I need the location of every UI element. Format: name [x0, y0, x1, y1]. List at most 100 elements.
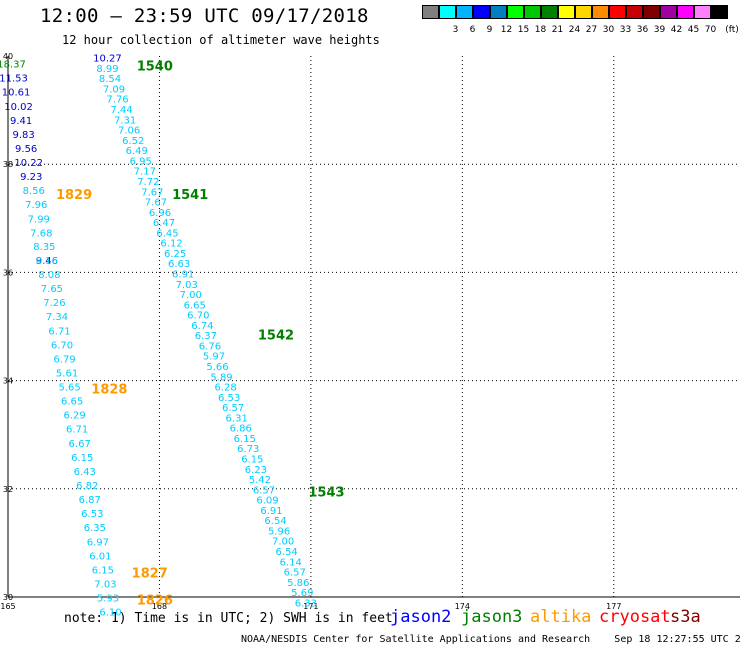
wave-height-label: 6.95 [130, 156, 152, 167]
wave-height-label: 6.53 [218, 393, 240, 404]
pass-number-label: 1542 [258, 329, 294, 344]
wave-height-label: 6.65 [61, 397, 83, 408]
mission-s3a: s3a [670, 607, 701, 627]
wave-height-label: 6.73 [237, 444, 259, 455]
wave-height-label: 8.35 [33, 242, 55, 253]
wave-height-label: 6.86 [230, 424, 252, 435]
scale-swatch [524, 5, 541, 19]
wave-height-label: 6.53 [81, 509, 103, 520]
pass-number-label: 1828 [91, 383, 127, 398]
wave-height-label: 6.57 [222, 403, 244, 414]
chart-subtitle: 12 hour collection of altimeter wave hei… [62, 33, 380, 47]
wave-height-label: 10.27 [93, 54, 122, 65]
y-tick-label: 36 [3, 268, 13, 277]
y-tick-label: 32 [3, 485, 13, 494]
x-tick-label: 165 [0, 602, 15, 611]
wave-height-label: 6.96 [149, 208, 171, 219]
scale-swatch [422, 5, 439, 19]
wave-height-label: 9.46 [36, 256, 58, 267]
wave-height-label: 6.67 [69, 439, 91, 450]
scale-label: 36 [636, 25, 649, 35]
wave-height-label: 9.23 [20, 172, 42, 183]
scale-label: 39 [653, 25, 666, 35]
scale-swatch [626, 5, 643, 19]
wave-height-label: 7.99 [28, 214, 50, 225]
wave-height-label: 7.09 [103, 84, 125, 95]
wave-height-label: 6.79 [53, 354, 75, 365]
wave-height-label: 7.76 [106, 95, 128, 106]
wave-height-label: 6.76 [199, 341, 221, 352]
wave-height-label: 6.54 [276, 547, 298, 558]
wave-height-label: 10.61 [2, 88, 31, 99]
wave-height-label: 6.57 [284, 568, 306, 579]
wave-height-label: 5.96 [268, 526, 290, 537]
scale-label: 33 [619, 25, 632, 35]
scale-swatch [711, 5, 728, 19]
wave-height-label: 9.41 [10, 116, 32, 127]
scale-swatch [439, 5, 456, 19]
scale-swatch [490, 5, 507, 19]
wave-height-label: 6.70 [187, 311, 209, 322]
scale-label: 12 [500, 25, 513, 35]
scale-swatch [575, 5, 592, 19]
wave-height-label: 5.93 [97, 594, 119, 605]
y-tick-label: 34 [3, 377, 13, 386]
wave-height-label: 6.70 [51, 340, 73, 351]
scale-swatch [456, 5, 473, 19]
wave-height-label: 6.45 [156, 228, 178, 239]
y-tick-label: 30 [3, 593, 13, 602]
wave-height-label: 6.97 [87, 537, 109, 548]
y-tick-label: 38 [3, 160, 13, 169]
timestamp-text: Sep 18 12:27:55 UTC 2018 [614, 634, 740, 645]
x-tick-label: 171 [303, 602, 318, 611]
wave-height-label: 6.37 [195, 331, 217, 342]
scale-label: 6 [469, 25, 476, 35]
wave-height-label: 7.96 [25, 200, 47, 211]
credit-text: NOAA/NESDIS Center for Satellite Applica… [241, 634, 591, 645]
y-tick-label: 40 [3, 52, 13, 61]
wave-height-label: 5.69 [291, 588, 313, 599]
wave-height-label: 7.44 [110, 105, 132, 116]
wave-height-label: 7.72 [137, 177, 159, 188]
wave-height-label: 7.00 [272, 537, 294, 548]
pass-number-label: 1541 [172, 188, 208, 203]
wave-height-label: 6.63 [168, 259, 190, 270]
wave-height-label: 7.34 [46, 312, 68, 323]
wave-height-label: 6.71 [66, 425, 88, 436]
wave-height-label: 9.56 [15, 144, 37, 155]
scale-label: 70 [704, 25, 717, 35]
wave-height-label: 7.67 [145, 198, 167, 209]
wave-height-label: 5.97 [203, 352, 225, 363]
chart-title: 12:00 – 23:59 UTC 09/17/2018 [40, 5, 369, 27]
scale-label: 27 [585, 25, 598, 35]
units-note: note: 1) Time is in UTC; 2) SWH is in fe… [64, 611, 393, 626]
wave-height-label: 5.66 [206, 362, 228, 373]
scale-swatch [694, 5, 711, 19]
wave-height-label: 5.65 [58, 383, 80, 394]
scale-label: 45 [687, 25, 700, 35]
wave-height-label: 6.25 [164, 249, 186, 260]
wave-height-label: 6.57 [253, 485, 275, 496]
wave-height-label: 8.16 [36, 256, 58, 267]
wave-height-label: 6.47 [153, 218, 175, 229]
x-tick-label: 177 [606, 602, 621, 611]
wave-height-label: 6.87 [79, 495, 101, 506]
wave-height-label: 6.15 [241, 455, 263, 466]
wave-height-label: 6.74 [191, 321, 213, 332]
wave-height-label: 7.17 [134, 167, 156, 178]
wave-height-label: 5.89 [210, 372, 232, 383]
wave-height-label: 6.12 [160, 239, 182, 250]
wave-height-label: 6.35 [84, 523, 106, 534]
wave-height-label: 6.71 [48, 326, 70, 337]
x-tick-label: 168 [152, 602, 167, 611]
wave-height-label: 6.65 [184, 300, 206, 311]
scale-label: 15 [517, 25, 530, 35]
wave-height-label: 7.67 [141, 187, 163, 198]
scale-swatch [541, 5, 558, 19]
pass-number-label: 1829 [56, 188, 92, 203]
scale-swatch [609, 5, 626, 19]
scale-label: 9 [486, 25, 493, 35]
wave-height-label: 6.31 [226, 413, 248, 424]
wave-height-label: 7.68 [30, 228, 52, 239]
wave-height-label: 6.33 [295, 598, 317, 609]
